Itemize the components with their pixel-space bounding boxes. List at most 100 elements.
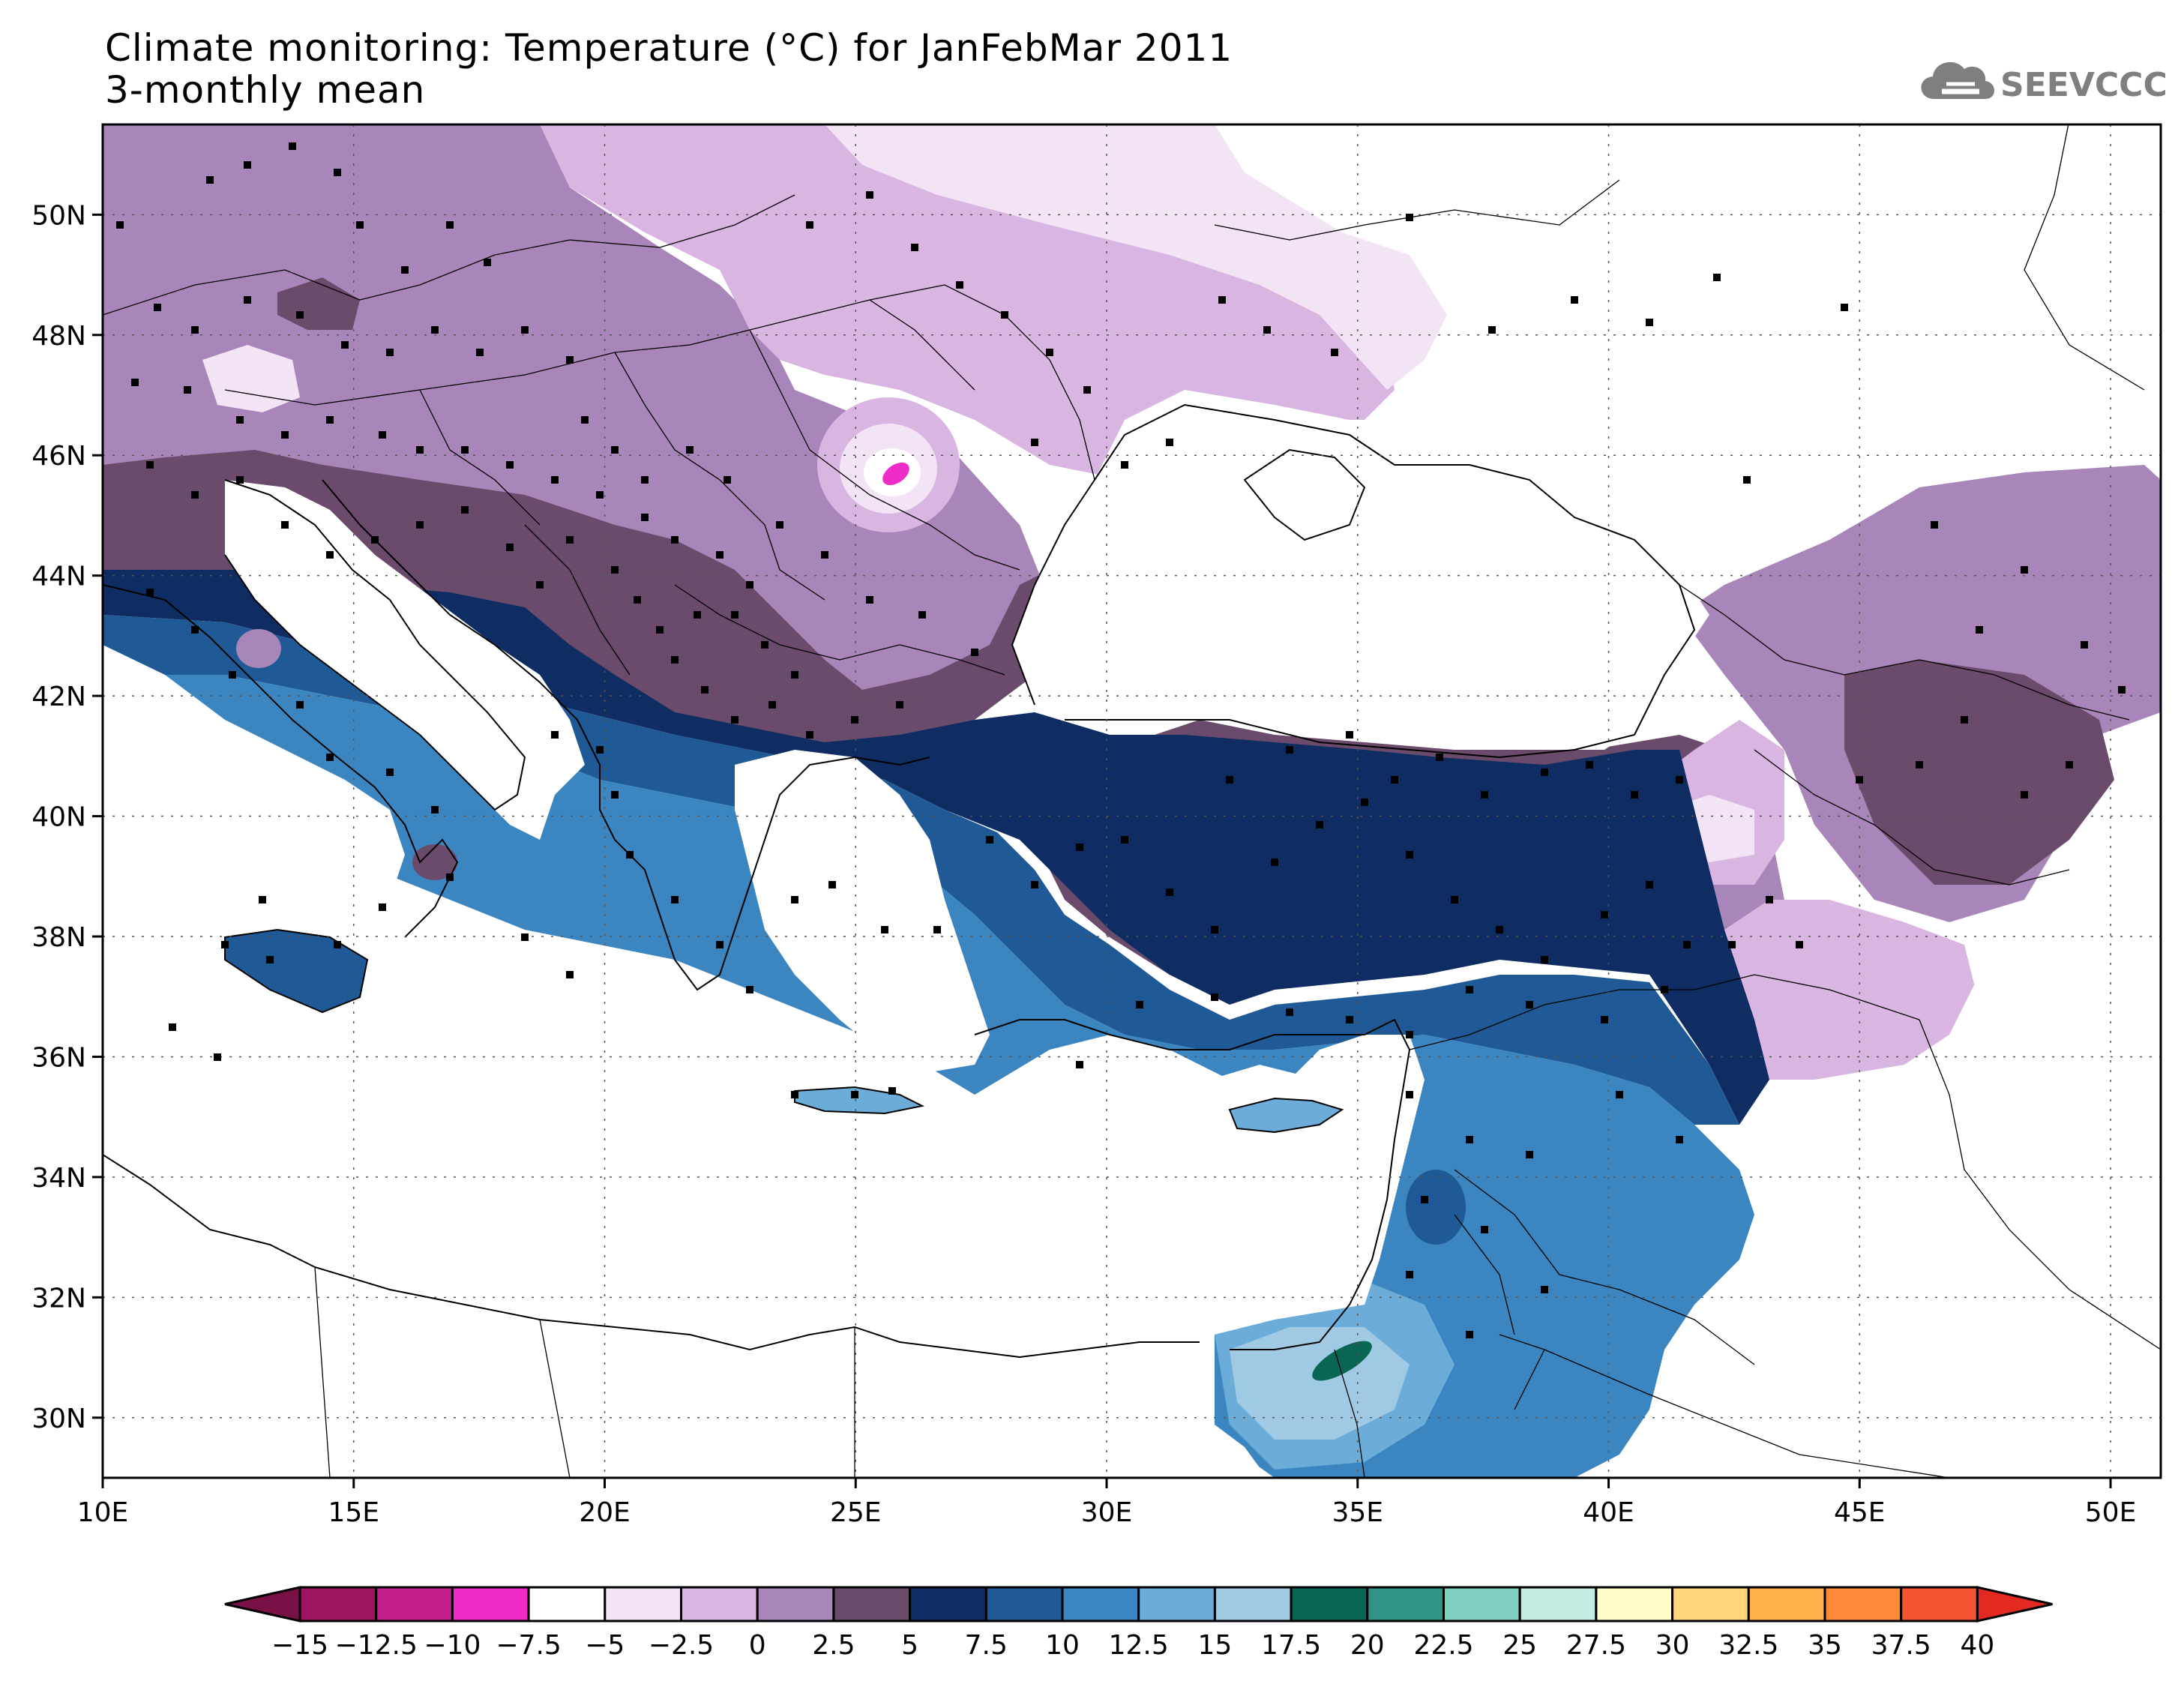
station-marker <box>1331 349 1338 356</box>
station-marker <box>1916 761 1923 769</box>
station-markers <box>116 142 2126 1338</box>
colorbar-box <box>1443 1586 1521 1623</box>
station-marker <box>334 169 341 176</box>
station-marker <box>716 551 724 559</box>
station-marker <box>296 311 304 319</box>
mask-aegean <box>735 750 990 1072</box>
colorbar-label: 5 <box>901 1630 918 1661</box>
station-marker <box>791 671 798 679</box>
station-marker <box>191 326 199 334</box>
station-marker <box>866 191 873 199</box>
colorbar-label: 2.5 <box>812 1630 855 1661</box>
station-marker <box>1661 986 1668 993</box>
station-marker <box>214 1053 221 1061</box>
map-frame <box>101 123 2162 1479</box>
lat-tick-label: 46N <box>31 441 86 472</box>
colorbar-label: 22.5 <box>1413 1630 1473 1661</box>
station-marker <box>169 1023 176 1031</box>
station-marker <box>881 926 888 933</box>
colorbar-label: −5 <box>585 1630 625 1661</box>
station-marker <box>566 356 574 364</box>
station-marker <box>431 806 439 814</box>
colorbar-box <box>909 1586 987 1623</box>
station-marker <box>1743 476 1751 484</box>
lon-tick-label: 20E <box>579 1497 631 1528</box>
lat-tick-label: 44N <box>31 562 86 592</box>
station-marker <box>724 476 731 484</box>
station-marker <box>1961 716 1968 724</box>
station-marker <box>431 326 439 334</box>
colorbar-box <box>1595 1586 1674 1623</box>
station-marker <box>1316 821 1323 829</box>
station-marker <box>1121 836 1128 844</box>
colorbar-label: 25 <box>1502 1630 1537 1661</box>
station-marker <box>356 221 364 229</box>
graticule <box>103 124 2161 1478</box>
colorbar-label: −7.5 <box>496 1630 561 1661</box>
station-marker <box>806 221 813 229</box>
station-marker <box>634 596 641 604</box>
colorbar-box <box>1900 1586 1979 1623</box>
station-marker <box>746 986 753 993</box>
station-marker <box>1121 461 1128 469</box>
station-marker <box>461 506 469 514</box>
station-marker <box>626 851 634 858</box>
station-marker <box>289 142 296 150</box>
field-sicily <box>225 930 367 1012</box>
station-marker <box>1488 326 1496 334</box>
station-marker <box>1271 858 1278 866</box>
field-light-alps <box>202 345 300 412</box>
station-marker <box>2081 641 2088 649</box>
station-marker <box>506 544 514 551</box>
station-marker <box>326 754 334 761</box>
colorbar-box <box>680 1586 759 1623</box>
colorbar-box <box>1747 1586 1826 1623</box>
station-marker <box>1541 1286 1548 1293</box>
station-marker <box>1031 439 1038 446</box>
colorbar-label: 40 <box>1960 1630 1994 1661</box>
station-marker <box>281 521 289 529</box>
station-marker <box>416 446 424 454</box>
station-marker <box>956 281 963 289</box>
station-marker <box>791 896 798 903</box>
colorbar-label: 35 <box>1808 1630 1842 1661</box>
station-marker <box>768 701 776 709</box>
station-marker <box>244 161 251 169</box>
lat-tick-label: 42N <box>31 682 86 712</box>
field-romania-core <box>882 462 909 486</box>
station-marker <box>1541 769 1548 776</box>
station-marker <box>1083 386 1091 394</box>
field-5-to-7.5 <box>103 570 1769 1125</box>
lon-tick-label: 10E <box>77 1497 129 1528</box>
station-marker <box>379 431 386 439</box>
colorbar-over-triangle <box>1976 1586 2053 1623</box>
station-marker <box>896 701 903 709</box>
colorbar-box <box>527 1586 607 1623</box>
lon-tick-label: 30E <box>1081 1497 1133 1528</box>
station-marker <box>1728 941 1736 948</box>
station-marker <box>191 626 199 634</box>
field-calabria <box>412 844 457 880</box>
station-marker <box>1263 326 1271 334</box>
station-marker <box>1001 311 1008 319</box>
colorbar-label: 27.5 <box>1566 1630 1626 1661</box>
field-golan-patch <box>1406 1170 1466 1245</box>
station-marker <box>1218 296 1226 304</box>
colorbar-boxes <box>224 1586 2053 1623</box>
colorbar-labels: −15 −12.5 −10 −7.5 −5 −2.5 0 2.5 5 7.5 10 12.5 15 17.… <box>271 1630 1994 1661</box>
station-marker <box>326 416 334 424</box>
colorbar-box <box>298 1586 378 1623</box>
station-marker <box>971 649 978 656</box>
colorbar-box <box>1366 1586 1446 1623</box>
coastline-crete <box>794 1086 925 1115</box>
mask-sinai-sea <box>1215 1425 1267 1478</box>
station-marker <box>1481 791 1488 799</box>
colorbar-label: 32.5 <box>1718 1630 1778 1661</box>
station-marker <box>716 941 724 948</box>
colorbar-label: 17.5 <box>1261 1630 1321 1661</box>
colorbar-box <box>756 1586 835 1623</box>
station-marker <box>446 221 454 229</box>
station-marker <box>206 176 214 184</box>
border-lines <box>103 124 2161 1478</box>
station-marker <box>686 446 694 454</box>
